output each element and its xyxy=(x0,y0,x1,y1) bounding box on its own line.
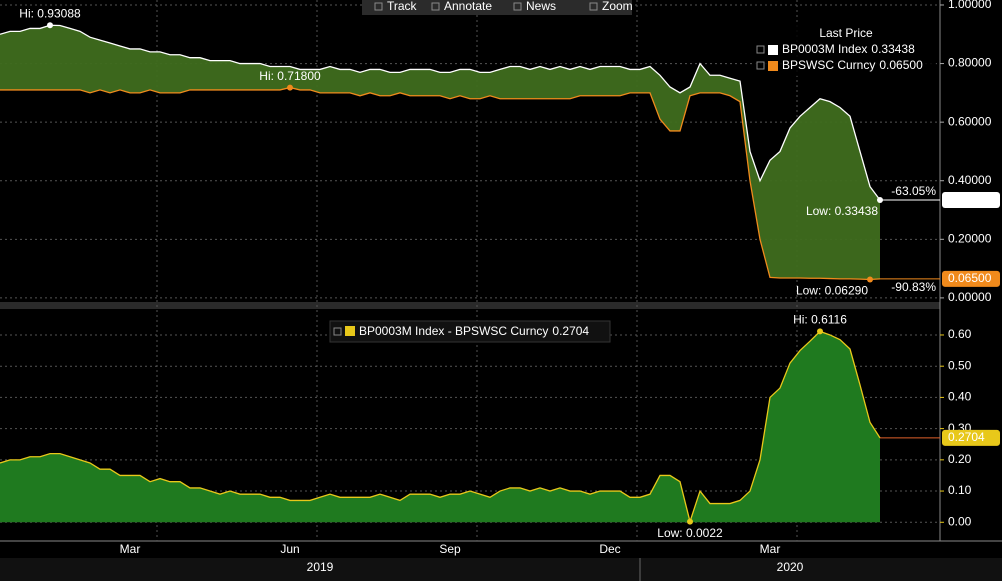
last-value-label: 0.33438 xyxy=(948,192,992,206)
toolbar-button[interactable]: Annotate xyxy=(444,0,492,13)
hi-label: Hi: 0.93088 xyxy=(19,6,81,20)
y-tick-label: 0.60 xyxy=(948,327,972,341)
last-value-tag xyxy=(942,270,1000,287)
y-tick-label: 1.00000 xyxy=(948,0,992,11)
y-tick-label: 0.40 xyxy=(948,390,972,404)
y-tick-label: 0.20 xyxy=(948,452,972,466)
toolbar-button[interactable]: Track xyxy=(387,0,418,13)
legend-checkbox xyxy=(333,327,342,336)
low-point xyxy=(877,196,883,203)
x-tick-label: Mar xyxy=(120,542,141,556)
band-fill xyxy=(0,25,880,280)
legend-entry: BP0003M Index - BPSWSC Curncy 0.2704 xyxy=(359,324,589,338)
legend-box xyxy=(752,24,936,76)
legend-swatch xyxy=(345,326,355,336)
y-tick-label: 0.80000 xyxy=(948,56,992,70)
last-value-label: 0.06500 xyxy=(948,271,992,285)
x-tick-label: Dec xyxy=(599,542,620,556)
low-point xyxy=(687,518,693,525)
hi-point xyxy=(47,22,53,29)
last-value-tag xyxy=(942,191,1000,208)
legend-checkbox xyxy=(756,45,765,54)
legend-name: BPSWSC Curncy xyxy=(782,58,875,72)
legend-last: 0.2704 xyxy=(552,324,589,338)
y-tick-label: 0.00 xyxy=(948,514,972,528)
legend-last: 0.33438 xyxy=(871,42,915,56)
low-point xyxy=(867,276,873,283)
x-tick-label: Sep xyxy=(439,542,461,556)
hi-point xyxy=(287,84,293,91)
year-row xyxy=(0,558,1002,581)
series-line xyxy=(0,86,881,281)
x-tick-label: Jun xyxy=(280,542,299,556)
y-tick-label: 0.60000 xyxy=(948,114,992,128)
change-label: -63.05% xyxy=(891,184,936,198)
change-label: -90.83% xyxy=(891,280,936,294)
hi-point xyxy=(817,328,823,335)
low-label: Low: 0.06290 xyxy=(796,284,868,298)
legend: BP0003M Index - BPSWSC Curncy 0.2704 xyxy=(329,320,611,343)
legend-checkbox xyxy=(756,61,765,70)
legend-name: BP0003M Index xyxy=(782,42,867,56)
hi-label: Hi: 0.71800 xyxy=(259,69,321,83)
legend-title: Last Price xyxy=(819,26,873,40)
toolbar-button[interactable]: News xyxy=(526,0,556,13)
legend-swatch xyxy=(768,45,778,55)
x-tick-label: Mar xyxy=(760,542,781,556)
toolbar-icon[interactable] xyxy=(431,2,440,11)
legend: Last Price BP0003M Index 0.33438 BPSWSC Cur… xyxy=(752,24,936,76)
y-tick-label: 0.10 xyxy=(948,483,972,497)
low-label: Low: 0.0022 xyxy=(657,526,723,540)
series-line xyxy=(0,24,881,201)
last-value-tag xyxy=(942,429,1000,446)
y-tick-label: 0.00000 xyxy=(948,290,992,304)
last-value-label: 0.2704 xyxy=(948,430,985,444)
low-label: Low: 0.33438 xyxy=(806,204,878,218)
legend-entry: BP0003M Index 0.33438 xyxy=(782,42,915,56)
legend-name: BP0003M Index - BPSWSC Curncy xyxy=(359,324,548,338)
legend-box xyxy=(329,320,611,343)
toolbar-icon[interactable] xyxy=(589,2,598,11)
toolbar-icon[interactable] xyxy=(374,2,383,11)
legend-entry: BPSWSC Curncy 0.06500 xyxy=(782,58,923,72)
y-tick-label: 0.40000 xyxy=(948,173,992,187)
x-group-label: 2020 xyxy=(777,560,804,574)
toolbar-button[interactable]: Zoom xyxy=(602,0,633,13)
legend-last: 0.06500 xyxy=(879,58,923,72)
area-fill xyxy=(0,331,880,523)
toolbar xyxy=(362,0,632,15)
toolbar-icon[interactable] xyxy=(513,2,522,11)
panel-divider xyxy=(0,302,940,309)
y-tick-label: 0.20000 xyxy=(948,231,992,245)
hi-label: Hi: 0.6116 xyxy=(793,313,847,327)
x-group-label: 2019 xyxy=(307,560,334,574)
legend-swatch xyxy=(768,61,778,71)
series-line xyxy=(0,330,881,524)
y-tick-label: 0.50 xyxy=(948,358,972,372)
